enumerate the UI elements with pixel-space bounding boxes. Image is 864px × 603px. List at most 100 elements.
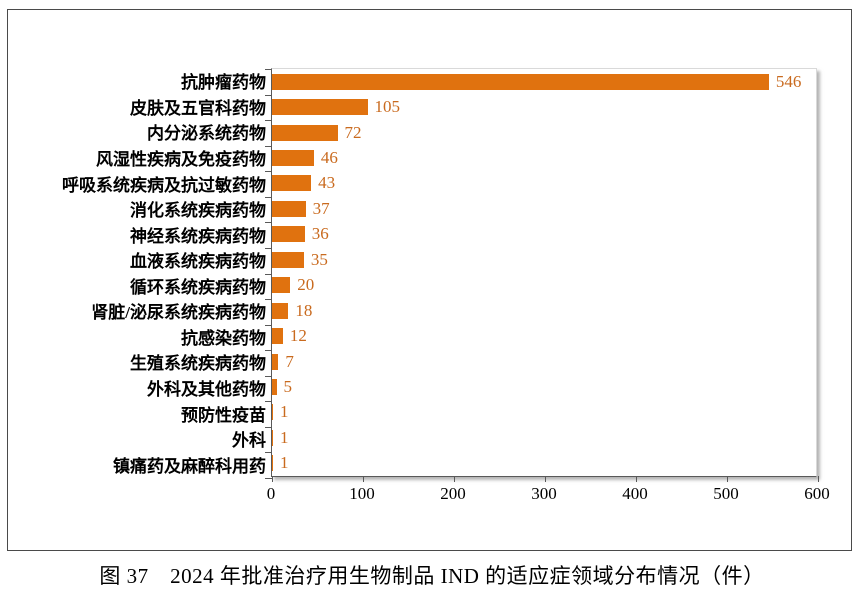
bar-row: 105	[272, 94, 816, 119]
y-axis-tick	[265, 478, 272, 479]
x-tick-label: 100	[349, 484, 375, 503]
category-label: 皮肤及五官科药物	[130, 98, 266, 118]
category-label: 抗肿瘤药物	[181, 73, 266, 93]
x-tick-label: 400	[622, 484, 648, 503]
y-axis-tick	[265, 171, 272, 173]
category-label: 预防性疫苗	[181, 405, 266, 425]
bar-row: 43	[272, 171, 816, 196]
bar-row: 18	[272, 298, 816, 323]
category-label: 呼吸系统疾病及抗过敏药物	[62, 175, 266, 195]
bar-row: 20	[272, 273, 816, 298]
chart-frame: 抗肿瘤药物皮肤及五官科药物内分泌系统药物风湿性疾病及免疫药物呼吸系统疾病及抗过敏…	[7, 9, 852, 551]
value-label: 46	[320, 148, 338, 168]
y-axis-tick	[265, 426, 272, 428]
bar	[272, 73, 769, 90]
bar	[272, 455, 273, 472]
x-axis-tick-labels: 0 100 200 300 400 500 600	[267, 484, 830, 506]
x-axis-tick	[636, 476, 637, 482]
bar-row: 1	[272, 400, 816, 425]
x-axis-tick	[363, 476, 364, 482]
bar	[272, 226, 305, 243]
bar-row: 7	[272, 349, 816, 374]
category-axis: 抗肿瘤药物皮肤及五官科药物内分泌系统药物风湿性疾病及免疫药物呼吸系统疾病及抗过敏…	[8, 68, 266, 477]
value-label: 18	[295, 300, 313, 320]
value-label: 105	[374, 97, 401, 117]
bar	[272, 175, 312, 192]
value-label: 1	[280, 427, 289, 447]
y-axis-tick	[265, 401, 272, 403]
category-label: 循环系统疾病药物	[130, 277, 266, 297]
bar-row: 5	[272, 374, 816, 399]
bar	[272, 429, 273, 446]
bar-row: 37	[272, 196, 816, 221]
bar	[272, 328, 283, 345]
category-label: 镇痛药及麻醉科用药	[113, 456, 266, 476]
x-tick-label: 600	[804, 484, 830, 503]
y-axis-tick	[265, 145, 272, 147]
value-label: 20	[297, 275, 315, 295]
x-axis-tick	[727, 476, 728, 482]
value-label: 72	[344, 122, 362, 142]
x-tick-label: 200	[440, 484, 466, 503]
plot-area: 546 105 72 46 43 37 36 35 20 18 12 7 5 1 1 1	[265, 68, 819, 482]
y-axis-tick	[265, 273, 272, 275]
category-label: 风湿性疾病及免疫药物	[96, 149, 266, 169]
y-axis-tick	[265, 324, 272, 326]
category-label: 抗感染药物	[181, 328, 266, 348]
bar	[272, 200, 306, 217]
x-axis-tick	[818, 476, 819, 482]
bar	[272, 353, 279, 370]
bar-row: 12	[272, 323, 816, 348]
x-axis-tick	[545, 476, 546, 482]
y-axis-tick	[265, 69, 272, 70]
bar	[272, 251, 304, 268]
category-label: 生殖系统疾病药物	[130, 354, 266, 374]
value-label: 35	[310, 249, 328, 269]
category-label: 外科及其他药物	[147, 380, 266, 400]
value-label: 37	[312, 198, 330, 218]
value-label: 36	[311, 224, 329, 244]
value-label: 43	[318, 173, 336, 193]
x-axis-tick	[454, 476, 455, 482]
value-label: 1	[280, 453, 289, 473]
y-axis-tick	[265, 94, 272, 96]
value-label: 7	[285, 351, 294, 371]
bar-row: 546	[272, 69, 816, 94]
y-axis-tick	[265, 196, 272, 198]
y-axis-tick	[265, 247, 272, 249]
y-axis-tick	[265, 350, 272, 352]
bar-row: 1	[272, 425, 816, 450]
bar-row: 72	[272, 120, 816, 145]
value-label: 12	[289, 326, 307, 346]
bar	[272, 150, 314, 167]
x-tick-label: 300	[531, 484, 557, 503]
category-label: 内分泌系统药物	[147, 124, 266, 144]
bar-row: 46	[272, 145, 816, 170]
category-label: 肾脏/泌尿系统疾病药物	[91, 303, 266, 323]
value-label: 1	[280, 402, 289, 422]
bar	[272, 277, 291, 294]
y-axis-tick	[265, 120, 272, 122]
bar-row: 36	[272, 222, 816, 247]
category-label: 血液系统疾病药物	[130, 252, 266, 272]
y-axis-tick	[265, 299, 272, 301]
bar	[272, 124, 338, 141]
figure-caption: 图 37 2024 年批准治疗用生物制品 IND 的适应症领域分布情况（件）	[99, 564, 765, 588]
y-axis-tick	[265, 452, 272, 454]
bar	[272, 302, 289, 319]
category-label: 外科	[232, 431, 266, 451]
value-label: 546	[775, 71, 802, 91]
x-tick-label: 500	[713, 484, 739, 503]
bar	[272, 404, 273, 421]
x-axis-tick	[272, 476, 273, 482]
y-axis-tick	[265, 375, 272, 377]
value-label: 5	[283, 376, 293, 396]
x-tick-label: 0	[266, 484, 276, 503]
bar	[272, 99, 368, 116]
y-axis-tick	[265, 222, 272, 224]
category-label: 消化系统疾病药物	[130, 201, 266, 221]
bar-row: 1	[272, 451, 816, 476]
bar-row: 35	[272, 247, 816, 272]
category-label: 神经系统疾病药物	[130, 226, 266, 246]
